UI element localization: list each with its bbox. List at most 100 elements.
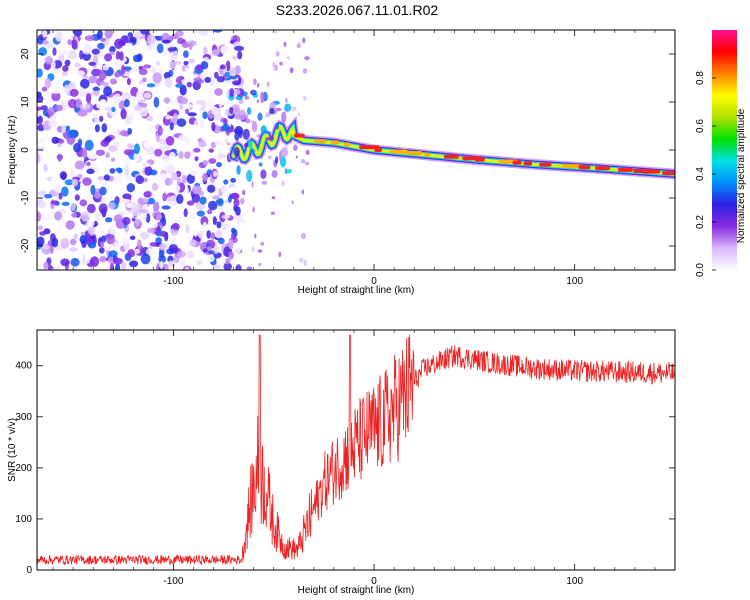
spectrogram-noise-cell [196,259,203,266]
spectrogram-noise-cell [109,51,115,56]
spectrogram-noise-cell [38,196,43,204]
colorbar-tick-label: 0.6 [695,119,706,133]
spectrogram-noise-cell [186,173,195,184]
spectrogram-noise-cell [97,175,105,181]
spectrogram-noise-cell [301,189,305,195]
spectrogram-noise-cell [137,197,144,204]
spectrogram-noise-cell [216,204,224,210]
spectrogram-noise-cell [193,119,199,127]
spectrogram-noise-cell [189,170,198,176]
spectrogram-noise-cell [142,77,147,82]
spectrogram-noise-cell [159,138,168,145]
spectrogram-noise-cell [208,158,217,164]
spectrogram-noise-cell [57,153,62,162]
spectrogram-noise-cell [163,72,171,80]
spectrogram-noise-cell [167,260,176,268]
spectrogram-noise-cell [41,86,48,92]
spectrogram-noise-cell [109,262,115,270]
spectrogram-noise-cell [44,194,53,199]
spectrogram-noise-cell [212,264,221,270]
spectrogram-noise-cell [251,181,254,188]
spectrogram-noise-cell [246,266,253,270]
spectrogram-noise-cell [86,168,95,175]
spectrogram-noise-cell [134,143,140,155]
spectrogram-noise-cell [152,72,162,84]
spectrogram-noise-cell [126,183,136,193]
spectrogram-noise-cell [39,231,47,236]
spectrogram-noise-cell [133,104,141,112]
spectrogram-noise-cell [149,66,157,74]
spectrogram-noise-cell [43,216,52,222]
spectrogram-noise-cell [199,196,207,205]
spectrogram-noise-cell [122,216,131,225]
spectrogram-noise-cell [70,257,80,267]
spectrogram-noise-cell [60,238,70,249]
spectrogram-noise-cell [229,67,237,77]
snr-x-tick-label: 0 [371,576,377,587]
spectrogram-noise-cell [194,156,199,162]
spectrogram-noise-cell [37,138,43,144]
spectrogram-noise-cell [82,52,91,61]
spectrogram-noise-cell [202,172,208,182]
spectrogram-noise-cell [129,260,139,268]
spectrogram-noise-cell [225,32,232,40]
spectrogram-noise-cell [44,78,52,89]
spectrogram-noise-cell [91,48,100,55]
snr-y-tick-label: 300 [15,412,32,423]
spectrogram-noise-cell [127,127,133,135]
spectrogram-noise-cell [267,155,272,160]
spectrogram-noise-cell [162,49,167,56]
spectrogram-noise-cell [123,149,134,156]
spectrogram-noise-cell [253,78,257,85]
spectrogram-noise-cell [151,182,159,192]
spectrogram-noise-cell [120,260,127,270]
spectrogram-noise-cell [116,168,123,174]
spectrogram-noise-cell [171,184,181,193]
spectrogram-noise-cell [58,192,63,200]
spectrogram-noise-cell [184,266,190,270]
spectrogram-noise-cell [79,87,85,98]
spectrogram-ridge-blob [243,91,248,97]
spectrogram-ridge-peak [424,152,431,157]
spectrogram-noise-cell [69,88,79,97]
spectrogram-noise-cell [202,248,208,253]
spectrogram-noise-cell [179,260,187,267]
spectrogram-noise-cell [228,239,234,250]
spectrogram-noise-cell [37,106,43,111]
spectrogram-noise-cell [204,76,211,83]
spectrogram-noise-cell [164,177,173,186]
spectrogram-noise-cell [65,220,75,230]
spectrogram-noise-cell [42,30,48,38]
spectrogram-ridge-blob [247,139,253,149]
spectrogram-noise-cell [115,59,123,69]
spectrogram-noise-cell [79,199,88,207]
spectrogram-ridge-blob [234,131,240,141]
spectrogram-noise-cell [200,61,209,70]
spectrogram-noise-cell [81,147,88,159]
spectrogram-ridge-peak [406,151,423,156]
spectrogram-noise-cell [176,194,184,204]
spectrogram-noise-cell [64,179,74,186]
spectrogram-noise-cell [42,40,49,45]
spectrogram-noise-cell [58,220,64,229]
spectrogram-noise-cell [104,106,112,111]
spectrogram-noise-cell [88,75,98,84]
spectrogram-noise-cell [212,195,220,200]
spectrogram-noise-cell [114,38,124,49]
spectrogram-noise-cell [291,106,297,112]
spectrogram-noise-cell [216,229,223,239]
spectrogram-noise-cell [50,200,60,205]
spectrogram-noise-cell [67,129,78,139]
spectrogram-noise-cell [233,244,242,255]
spectrogram-noise-cell [85,93,92,104]
spectrogram-ridge-peak [595,166,610,171]
spectrogram-noise-cell [300,158,306,164]
spectrogram-noise-cell [195,103,202,110]
spectrogram-noise-cell [170,200,176,206]
spectrogram-ridge-blob [260,91,265,104]
spectrogram-noise-cell [97,42,105,50]
spectrogram-noise-cell [221,214,231,219]
spectrogram-noise-cell [163,158,170,168]
spectrogram-noise-cell [124,42,133,47]
